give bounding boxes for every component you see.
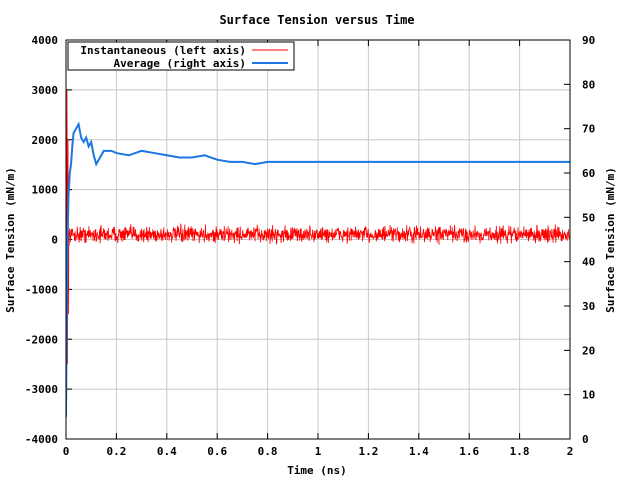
legend-label-average: Average (right axis): [114, 57, 246, 70]
x-tick-label: 0.2: [106, 445, 126, 458]
y-right-tick-label: 80: [582, 78, 595, 91]
x-tick-label: 1.8: [510, 445, 530, 458]
legend-label-instantaneous: Instantaneous (left axis): [80, 44, 246, 57]
y-left-tick-label: 3000: [32, 84, 59, 97]
y-right-tick-label: 60: [582, 167, 595, 180]
plot-frame: [65, 39, 571, 440]
y-right-tick-label: 20: [582, 344, 595, 357]
y-right-tick-label: 40: [582, 256, 595, 269]
x-tick-label: 0.6: [207, 445, 227, 458]
grid-lines: [66, 40, 570, 439]
y-axis-label-left: Surface Tension (mN/m): [4, 167, 17, 313]
chart-title: Surface Tension versus Time: [219, 13, 414, 27]
y-left-tick-label: 2000: [32, 134, 59, 147]
y-right-tick-label: 50: [582, 211, 595, 224]
y-axis-label-right: Surface Tension (mN/m): [604, 167, 617, 313]
y-left-tick-label: -4000: [25, 433, 58, 446]
series-average: [66, 121, 570, 417]
x-tick-label: 1: [315, 445, 322, 458]
x-tick-label: 0.8: [258, 445, 278, 458]
y-right-tick-label: 90: [582, 34, 595, 47]
y-right-tick-label: 70: [582, 123, 595, 136]
x-tick-label: 0.4: [157, 445, 177, 458]
legend-box: [67, 41, 295, 71]
x-tick-label: 1.4: [409, 445, 429, 458]
y-left-tick-label: -2000: [25, 333, 58, 346]
y-right-tick-label: 30: [582, 300, 595, 313]
series-layer: [66, 40, 570, 417]
legend: Instantaneous (left axis) Average (right…: [67, 41, 295, 71]
y-left-tick-label: 4000: [32, 34, 59, 47]
x-tick-label: 1.2: [358, 445, 378, 458]
y-left-tick-label: -1000: [25, 283, 58, 296]
series-instantaneous: [66, 40, 570, 415]
x-tick-label: 2: [567, 445, 574, 458]
x-tick-label: 1.6: [459, 445, 479, 458]
x-tick-label: 0: [63, 445, 70, 458]
y-left-tick-label: 1000: [32, 184, 59, 197]
y-right-tick-label: 0: [582, 433, 589, 446]
y-left-tick-label: 0: [51, 234, 58, 247]
y-right-tick-label: 10: [582, 389, 595, 402]
y-left-tick-label: -3000: [25, 383, 58, 396]
x-axis-label: Time (ns): [287, 464, 347, 477]
